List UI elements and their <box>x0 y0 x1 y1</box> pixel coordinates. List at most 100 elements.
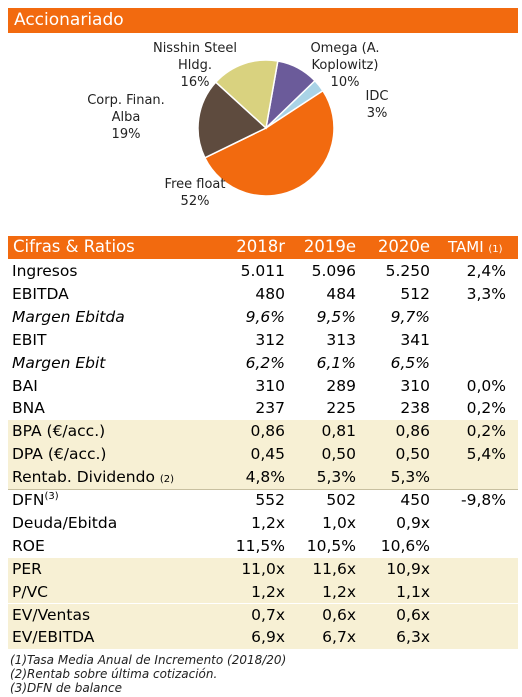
row-label-text: DFN <box>12 491 45 509</box>
section-header: Accionariado <box>8 8 518 33</box>
pie-label-value: 16% <box>180 75 210 90</box>
table-cell: 502 <box>326 491 356 509</box>
row-label-text: EV/EBITDA <box>12 628 95 647</box>
header-text: TAMI <box>448 238 484 256</box>
table-cell: 512 <box>400 284 430 303</box>
table-cell: 5,3% <box>390 468 430 487</box>
table-cell: 6,5% <box>390 353 430 372</box>
row-label-text: Ingresos <box>12 262 78 280</box>
footnote: (2)Rentab sobre última cotización. <box>10 667 218 681</box>
section-title: Accionariado <box>14 10 124 30</box>
table-cell: 289 <box>326 376 356 395</box>
pie-label-name: Omega (A. Koplowitz) <box>310 41 380 73</box>
table-cell: 0,86 <box>395 422 430 441</box>
header-cell: 2019e <box>303 237 356 256</box>
table-cell: 2,4% <box>466 262 506 280</box>
pie-label-value: 10% <box>330 75 360 90</box>
table-cell: 0,7x <box>251 605 285 624</box>
pie-label: Corp. Finan. Alba 19% <box>86 92 166 143</box>
pie-label-value: 52% <box>180 194 210 209</box>
row-label-text: BNA <box>12 399 45 418</box>
pie-chart <box>197 59 335 197</box>
table-cell: 9,6% <box>245 307 285 326</box>
row-label-text: P/VC <box>12 582 48 601</box>
header-cell: Cifras & Ratios <box>13 237 135 256</box>
row-label: BPA (€/acc.) <box>12 420 105 443</box>
table-cell: 0,2% <box>466 399 506 418</box>
pie-label: Omega (A. Koplowitz) 10% <box>300 40 390 91</box>
table-cell: 5,4% <box>466 445 506 464</box>
table-cell: 11,0x <box>241 559 285 578</box>
row-label-text: EBIT <box>12 330 47 349</box>
table-cell: 11,5% <box>235 536 285 555</box>
table-row <box>8 420 518 444</box>
header-cell: TAMI (1) <box>448 236 503 259</box>
row-label-text: Margen Ebitda <box>12 307 125 326</box>
row-note: (2) <box>159 474 175 486</box>
table-cell: 1,2x <box>251 582 285 601</box>
row-label: Ingresos <box>12 260 77 283</box>
table-cell: 0,0% <box>466 376 506 395</box>
table-cell: 225 <box>326 399 356 418</box>
table-row <box>8 557 518 581</box>
table-cell: 9,7% <box>390 307 430 326</box>
row-label: Rentab. Dividendo (2) <box>12 466 174 489</box>
row-label-text: Margen Ebit <box>12 353 106 372</box>
table-cell: 552 <box>255 491 285 509</box>
table-cell: 450 <box>400 491 430 509</box>
row-label-text: EV/Ventas <box>12 605 91 624</box>
table-cell: 237 <box>255 399 285 418</box>
table-cell: 3,3% <box>466 284 506 303</box>
table-cell: 6,1% <box>316 353 356 372</box>
table-cell: 6,2% <box>245 353 285 372</box>
row-label-text: PER <box>12 559 42 578</box>
row-label: EBITDA <box>12 283 69 306</box>
table-cell: 312 <box>255 330 285 349</box>
pie-label: Nisshin Steel Hldg. 16% <box>140 40 250 91</box>
row-label: DFN(3) <box>12 489 59 512</box>
row-label: Margen Ebitda <box>12 306 125 329</box>
row-label: Deuda/Ebitda <box>12 512 117 535</box>
table-cell: -9,8% <box>461 491 506 509</box>
row-label: DPA (€/acc.) <box>12 443 106 466</box>
row-label-text: EBITDA <box>12 284 69 303</box>
pie-label-name: IDC <box>365 89 389 104</box>
table-cell: 0,6x <box>396 605 430 624</box>
header-cell: 2020e <box>377 237 430 256</box>
table-cell: 10,9x <box>386 559 430 578</box>
table-cell: 310 <box>400 376 430 395</box>
table-cell: 0,50 <box>321 445 356 464</box>
table-cell: 1,2x <box>322 582 356 601</box>
table-cell: 6,3x <box>396 628 430 647</box>
table-cell: 1,0x <box>322 513 356 532</box>
pie-slice <box>214 59 279 130</box>
table-row <box>8 580 518 604</box>
table-cell: 0,45 <box>250 445 285 464</box>
table-header: Cifras & Ratios 2018r 2019e 2020e TAMI (1) <box>8 236 518 259</box>
row-label: BAI <box>12 375 38 398</box>
pie-label-name: Corp. Finan. Alba <box>87 93 165 125</box>
row-label: P/VC <box>12 581 48 604</box>
table-cell: 341 <box>400 330 430 349</box>
row-sup: (3) <box>44 490 59 502</box>
row-label: Margen Ebit <box>12 352 105 375</box>
table-cell: 1,2x <box>251 513 285 532</box>
table-cell: 10,5% <box>306 536 356 555</box>
pie-label-name: Nisshin Steel Hldg. <box>152 41 238 73</box>
table-cell: 480 <box>255 284 285 303</box>
table-row <box>8 603 518 627</box>
footnote: (1)Tasa Media Anual de Incremento (2018/… <box>10 653 287 667</box>
row-label: EBIT <box>12 329 46 352</box>
pie-label: IDC 3% <box>362 88 392 122</box>
table-row <box>8 626 518 650</box>
row-label: EV/EBITDA <box>12 626 94 649</box>
row-label: PER <box>12 558 42 581</box>
table-row <box>8 466 518 490</box>
table-cell: 310 <box>255 376 285 395</box>
row-label-text: Rentab. Dividendo <box>12 468 155 487</box>
header-note: (1) <box>488 244 503 255</box>
table-cell: 1,1x <box>396 582 430 601</box>
table-cell: 5.011 <box>240 262 285 280</box>
row-label-text: BAI <box>12 376 38 395</box>
